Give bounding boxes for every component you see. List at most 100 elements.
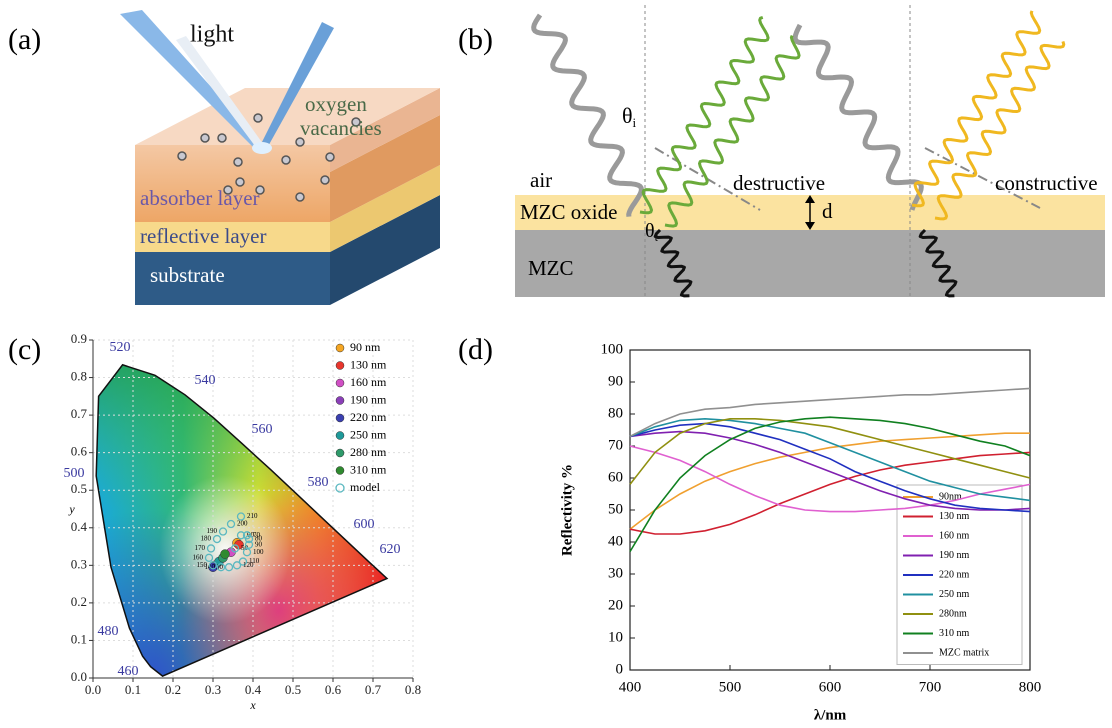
x-tick-label: 0.3 — [205, 682, 221, 697]
data-point — [221, 550, 230, 559]
legend-label: 190 nm — [939, 550, 970, 561]
interference-label: constructive — [995, 171, 1098, 195]
y-tick-label: 40 — [608, 533, 623, 549]
interference-diagram: θi θt air destructive constructive MZC o… — [515, 5, 1105, 297]
legend-marker — [336, 467, 344, 475]
wavelength-label: 620 — [380, 542, 401, 557]
vacancy — [201, 134, 209, 142]
x-tick-label: 0.0 — [85, 682, 101, 697]
legend-label: 130 nm — [939, 511, 970, 522]
vacancy — [282, 156, 290, 164]
y-tick-label: 0.6 — [71, 444, 88, 459]
vacancy — [234, 158, 242, 166]
legend-label: 130 nm — [350, 357, 387, 371]
point-label: 200 — [237, 520, 248, 528]
x-tick-label: 0.7 — [365, 682, 382, 697]
legend-marker — [336, 379, 344, 387]
wavelength-label: 480 — [98, 624, 119, 639]
legend-marker — [336, 397, 344, 405]
x-tick-label: 400 — [619, 679, 642, 695]
wavelength-label: 500 — [64, 466, 85, 481]
y-tick-label: 0.9 — [71, 331, 87, 346]
x-tick-label: 0.6 — [325, 682, 342, 697]
vacancy — [254, 114, 262, 122]
x-tick-label: 0.2 — [165, 682, 181, 697]
y-tick-label: 0.3 — [71, 556, 87, 571]
point-label: 100 — [253, 548, 264, 556]
y-tick-label: 80 — [608, 405, 623, 421]
x-axis-label: x — [249, 698, 256, 712]
y-tick-label: 70 — [608, 437, 623, 453]
x-tick-label: 0.5 — [285, 682, 301, 697]
theta: θ — [645, 220, 655, 242]
y-tick-label: 0 — [616, 661, 624, 677]
wavelength-label: 560 — [252, 422, 273, 437]
series-line — [630, 419, 1030, 485]
theta: θ — [622, 103, 633, 128]
medium-label: MZC — [528, 256, 574, 280]
panel-label: (b) — [458, 23, 493, 56]
layer-label: reflective layer — [140, 224, 267, 248]
legend-label: 160 nm — [350, 375, 387, 389]
legend-label: MZC matrix — [939, 647, 989, 658]
vacancy — [326, 153, 334, 161]
point-label: 180 — [201, 535, 212, 543]
figure: (a) (b) (c) (d) light oxygen vacancies a… — [0, 0, 1112, 728]
panel-label: (c) — [8, 333, 41, 366]
medium-label: MZC oxide — [520, 200, 617, 224]
absorber-face — [135, 145, 330, 222]
thickness-label: d — [822, 199, 833, 223]
vacancy — [178, 152, 186, 160]
vacancy — [296, 193, 304, 201]
legend-label: 90 nm — [350, 340, 381, 354]
layer-stack: light oxygen vacancies absorber layer re… — [120, 10, 440, 305]
legend-label: 220 nm — [350, 410, 387, 424]
y-tick-label: 20 — [608, 597, 623, 613]
angle-label: θi — [622, 103, 637, 130]
legend-marker — [336, 344, 344, 352]
vacancy — [236, 178, 244, 186]
y-tick-label: 0.8 — [71, 369, 87, 384]
y-tick-label: 100 — [601, 341, 624, 357]
legend-marker — [336, 484, 344, 492]
y-tick-label: 0.2 — [71, 594, 87, 609]
vacancy — [321, 176, 329, 184]
layer-label: absorber layer — [140, 186, 260, 210]
legend-label: 280 nm — [350, 445, 387, 459]
y-tick-label: 0.4 — [71, 519, 88, 534]
y-tick-label: 90 — [608, 373, 623, 389]
chromaticity-fill — [93, 340, 393, 678]
legend-marker — [336, 414, 344, 422]
light-label: light — [190, 22, 234, 48]
x-tick-label: 0.1 — [125, 682, 141, 697]
x-tick-label: 700 — [919, 679, 942, 695]
subscript: i — [633, 115, 637, 130]
layer-label: substrate — [150, 263, 225, 287]
x-axis-label: λ/nm — [814, 707, 847, 723]
y-tick-label: 0.7 — [71, 406, 88, 421]
legend-marker — [336, 432, 344, 440]
wavelength-label: 520 — [110, 340, 131, 355]
x-tick-label: 600 — [819, 679, 842, 695]
light-spot — [252, 142, 272, 154]
legend-label: 250 nm — [350, 427, 387, 441]
legend-label: 280nm — [939, 608, 967, 619]
x-tick-label: 0.8 — [405, 682, 421, 697]
y-tick-label: 50 — [608, 501, 623, 517]
point-label: 210 — [247, 512, 258, 520]
wavelength-label: 580 — [308, 475, 329, 490]
vacancy-label: oxygen — [305, 92, 367, 116]
point-label: 120 — [243, 561, 254, 569]
legend-marker — [336, 449, 344, 457]
x-tick-label: 800 — [1019, 679, 1042, 695]
legend-label: 220 nm — [939, 569, 970, 580]
legend-label: 310 nm — [350, 462, 387, 476]
wavelength-label: 600 — [354, 517, 375, 532]
y-tick-label: 60 — [608, 469, 623, 485]
legend-label: 310 nm — [939, 628, 970, 639]
legend-label: 250 nm — [939, 589, 970, 600]
y-tick-label: 0.5 — [71, 481, 87, 496]
y-tick-label: 0.1 — [71, 631, 87, 646]
y-tick-label: 10 — [608, 629, 623, 645]
point-label: 190 — [207, 527, 218, 535]
